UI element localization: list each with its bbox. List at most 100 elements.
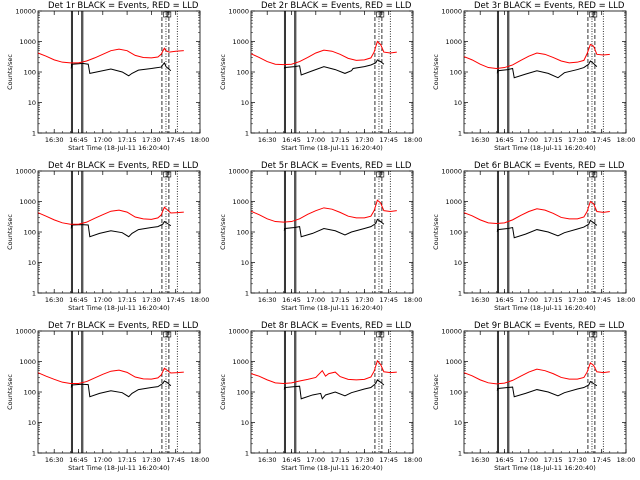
events-series-line [70, 380, 172, 398]
y-tick-label: 10000 [441, 8, 462, 16]
y-tick-label: 10 [241, 99, 249, 107]
lld-series-line [250, 199, 397, 223]
y-tick-label: 10 [454, 259, 462, 267]
y-tick-label: 100 [450, 229, 462, 237]
x-tick-label: 17:30 [355, 456, 374, 464]
x-tick-label: 17:45 [166, 456, 185, 464]
y-tick-label: 10000 [15, 8, 36, 16]
x-tick-label: 17:45 [592, 296, 611, 304]
interval-marker [592, 11, 598, 18]
chart-panel: Det 3r BLACK = Events, RED = LLD 1 10 100 10… [432, 1, 636, 152]
x-tick-label: 17:30 [355, 136, 374, 144]
lld-series-line [463, 362, 610, 385]
plot-frame [463, 330, 627, 454]
x-tick-label: 16:30 [45, 456, 64, 464]
y-axis-label: Counts/sec [6, 54, 14, 90]
x-tick-label: 18:00 [617, 136, 636, 144]
y-tick-label: 1 [245, 130, 249, 138]
interval-marker [379, 171, 385, 178]
y-axis-label: Counts/sec [219, 54, 227, 90]
y-tick-label: 10000 [441, 328, 462, 336]
x-axis-label: Start Time (18-Jul-11 16:20:40) [68, 464, 170, 472]
interval-marker [589, 11, 595, 18]
y-tick-label: 1000 [445, 358, 462, 366]
lld-series-line [463, 43, 610, 70]
x-tick-label: 17:00 [93, 136, 112, 144]
y-tick-label: 100 [450, 69, 462, 77]
x-tick-label: 17:00 [93, 456, 112, 464]
interval-marker [592, 331, 598, 338]
plot-frame [250, 10, 414, 134]
x-tick-label: 16:30 [258, 136, 277, 144]
x-tick-label: 18:00 [617, 296, 636, 304]
y-tick-label: 100 [237, 389, 249, 397]
y-tick-label: 10 [241, 259, 249, 267]
y-tick-label: 10000 [228, 328, 249, 336]
y-tick-label: 1000 [19, 358, 36, 366]
x-tick-label: 17:45 [592, 456, 611, 464]
events-series-line [70, 220, 172, 238]
x-tick-label: 17:45 [166, 296, 185, 304]
x-axis-label: Start Time (18-Jul-11 16:20:40) [68, 304, 170, 312]
x-tick-label: 17:00 [306, 456, 325, 464]
x-tick-label: 16:30 [471, 296, 490, 304]
chart-title: Det 7r BLACK = Events, RED = LLD [48, 321, 199, 331]
events-series-line [496, 219, 598, 239]
x-tick-label: 17:45 [379, 136, 398, 144]
interval-marker [163, 171, 169, 178]
y-tick-label: 1 [245, 450, 249, 458]
x-axis-label: Start Time (18-Jul-11 16:20:40) [494, 144, 596, 152]
x-tick-label: 17:30 [568, 136, 587, 144]
chart-panel: Det 5r BLACK = Events, RED = LLD 1 10 100 10… [219, 161, 422, 312]
x-tick-label: 16:45 [69, 136, 88, 144]
x-tick-label: 18:00 [404, 456, 423, 464]
y-axis-label: Counts/sec [432, 214, 440, 250]
y-tick-label: 10 [241, 419, 249, 427]
y-axis-label: Counts/sec [6, 214, 14, 250]
x-tick-label: 17:00 [519, 456, 538, 464]
events-series-line [283, 379, 385, 400]
x-tick-label: 17:00 [306, 296, 325, 304]
x-tick-label: 17:15 [118, 296, 137, 304]
x-tick-label: 17:00 [93, 296, 112, 304]
x-tick-label: 18:00 [404, 136, 423, 144]
interval-marker [166, 331, 172, 338]
chart-title: Det 2r BLACK = Events, RED = LLD [261, 1, 412, 11]
chart-title: Det 5r BLACK = Events, RED = LLD [261, 161, 412, 171]
x-tick-label: 16:30 [471, 136, 490, 144]
x-tick-label: 18:00 [617, 456, 636, 464]
x-axis-label: Start Time (18-Jul-11 16:20:40) [281, 144, 383, 152]
chart-title: Det 3r BLACK = Events, RED = LLD [474, 1, 625, 11]
x-tick-label: 18:00 [191, 136, 210, 144]
x-tick-label: 16:30 [45, 136, 64, 144]
chart-panel: Det 2r BLACK = Events, RED = LLD 1 10 100 10… [219, 1, 423, 152]
plot-frame [37, 10, 201, 134]
interval-marker [589, 171, 595, 178]
x-tick-label: 17:15 [118, 136, 137, 144]
x-tick-label: 16:45 [69, 296, 88, 304]
chart-panel: Det 1r BLACK = Events, RED = LLD 1 10 100 10… [6, 1, 210, 152]
x-tick-label: 16:30 [258, 456, 277, 464]
y-tick-label: 1000 [445, 38, 462, 46]
lld-series-line [37, 206, 184, 225]
x-tick-label: 16:30 [258, 296, 277, 304]
x-tick-label: 17:30 [568, 456, 587, 464]
plot-frame [463, 10, 627, 134]
chart-panel: Det 6r BLACK = Events, RED = LLD 1 10 100 10… [432, 161, 636, 312]
x-axis-label: Start Time (18-Jul-11 16:20:40) [281, 464, 383, 472]
chart-title: Det 4r BLACK = Events, RED = LLD [48, 161, 199, 171]
y-tick-label: 100 [24, 389, 36, 397]
y-tick-label: 100 [237, 69, 249, 77]
x-tick-label: 17:45 [166, 136, 185, 144]
y-tick-label: 100 [237, 229, 249, 237]
x-tick-label: 16:45 [69, 456, 88, 464]
events-series-line [496, 60, 598, 79]
y-tick-label: 1 [245, 290, 249, 298]
y-tick-label: 10000 [15, 168, 36, 176]
y-tick-label: 1 [32, 450, 36, 458]
y-tick-label: 10000 [441, 168, 462, 176]
y-tick-label: 1 [458, 290, 462, 298]
y-tick-label: 1000 [445, 198, 462, 206]
x-tick-label: 17:15 [331, 296, 350, 304]
x-tick-label: 17:30 [355, 296, 374, 304]
